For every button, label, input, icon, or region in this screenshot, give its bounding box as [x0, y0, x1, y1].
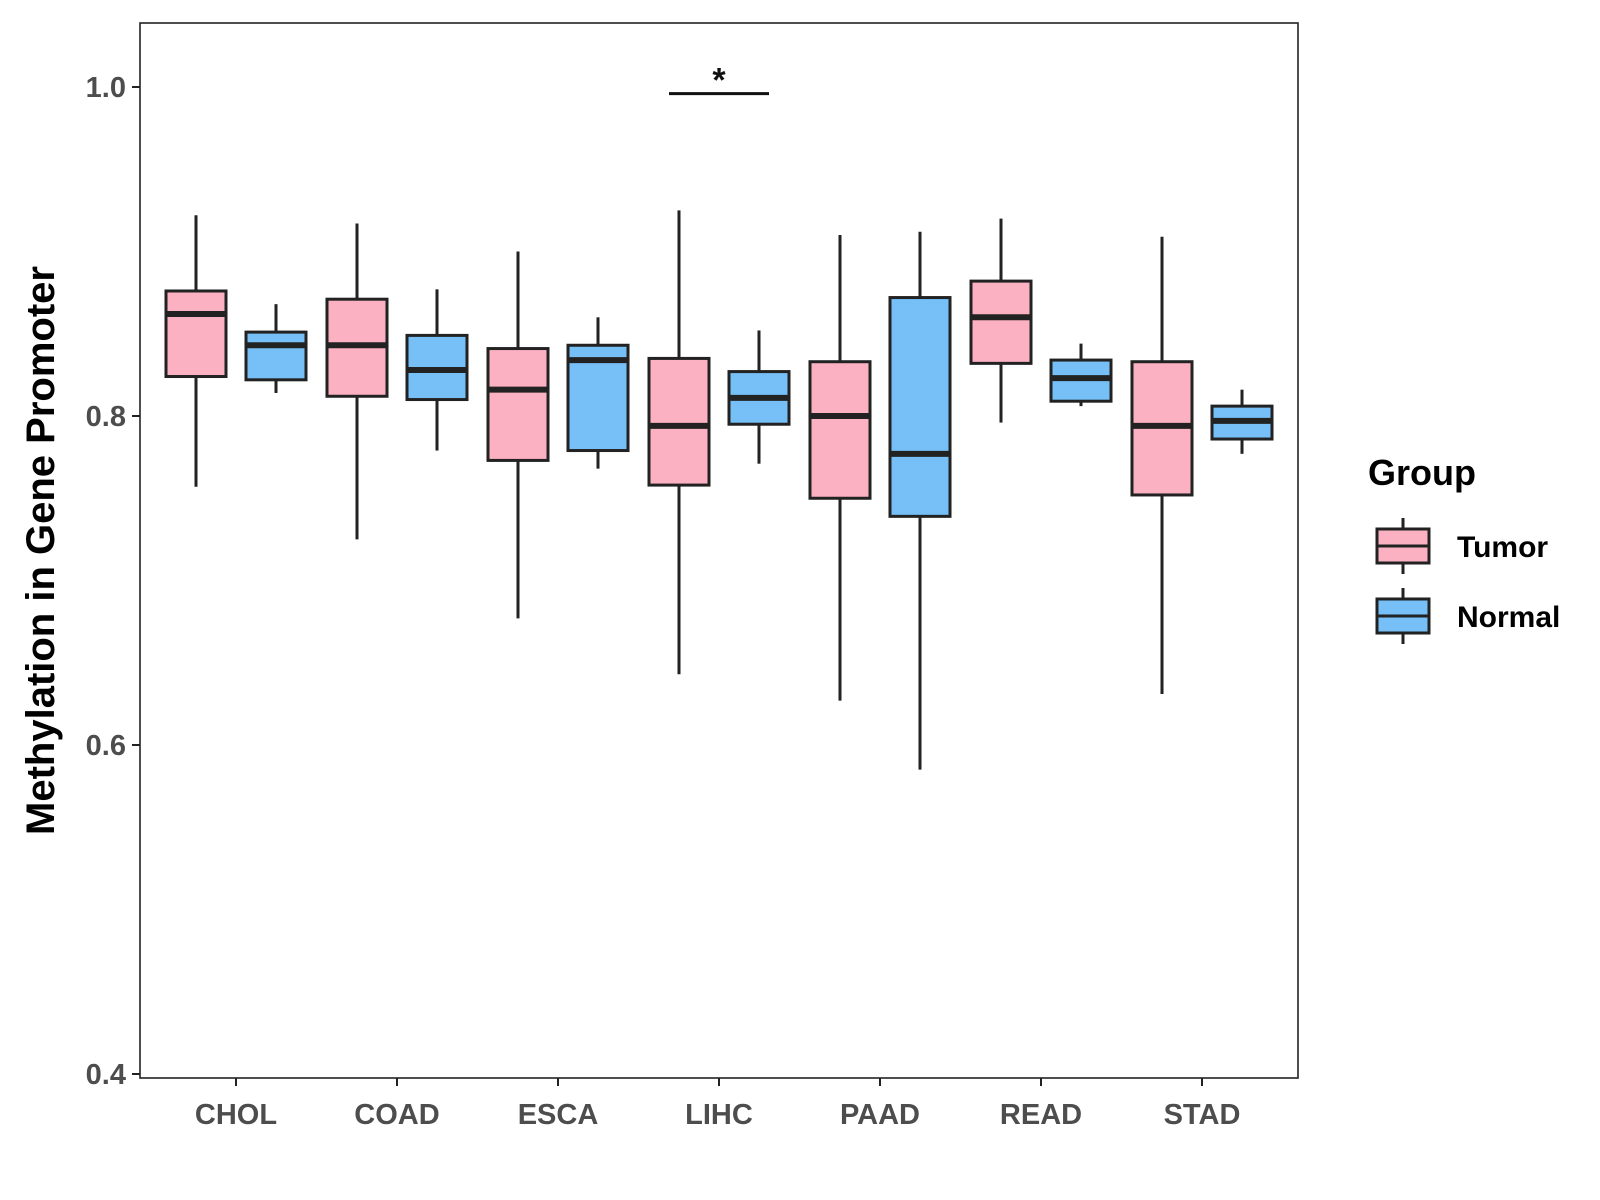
box-normal-lihc: [727, 330, 791, 464]
x-axis: CHOL COAD ESCA LIHC PAAD READ STAD: [195, 1078, 1240, 1131]
box-tumor-stad: [1130, 236, 1194, 695]
iqr-box: [808, 360, 872, 500]
significance-star: *: [712, 62, 726, 100]
x-tick-label-paad: PAAD: [840, 1099, 920, 1131]
iqr-box: [164, 289, 228, 379]
x-tick-label-chol: CHOL: [195, 1099, 277, 1131]
box-normal-coad: [405, 289, 469, 451]
y-tick-label: 0.6: [86, 730, 126, 762]
y-tick-label: 0.8: [86, 401, 126, 433]
plot-panel: [139, 22, 1299, 1079]
x-tick-label-read: READ: [1000, 1099, 1082, 1131]
iqr-box: [244, 330, 308, 382]
x-tick-label-stad: STAD: [1164, 1099, 1241, 1131]
box-tumor-coad: [325, 223, 389, 540]
iqr-box: [486, 347, 550, 462]
box-normal-read: [1049, 343, 1113, 407]
legend-item-normal: Normal: [1375, 588, 1560, 644]
legend-label: Normal: [1457, 601, 1560, 634]
y-axis: 0.4 0.6 0.8 1.0: [86, 72, 140, 1091]
x-tick-label-lihc: LIHC: [685, 1099, 753, 1131]
box-tumor-paad: [808, 235, 872, 701]
box-normal-esca: [566, 317, 630, 469]
iqr-box: [969, 279, 1033, 365]
legend: Group Tumor Normal: [1368, 452, 1560, 644]
legend-item-tumor: Tumor: [1375, 518, 1548, 574]
iqr-box: [888, 296, 952, 518]
legend-label: Tumor: [1457, 531, 1548, 564]
box-layer: [164, 210, 1274, 770]
y-axis-title: Methylation in Gene Promoter: [19, 266, 63, 835]
box-normal-paad: [888, 231, 952, 770]
iqr-box: [647, 356, 711, 487]
box-tumor-lihc: [647, 210, 711, 675]
x-tick-label-coad: COAD: [354, 1099, 439, 1131]
y-tick-label: 1.0: [86, 72, 126, 104]
legend-title: Group: [1368, 452, 1476, 493]
box-tumor-esca: [486, 251, 550, 619]
x-tick-label-esca: ESCA: [518, 1099, 599, 1131]
box-normal-stad: [1210, 389, 1274, 454]
y-tick-label: 0.4: [86, 1059, 126, 1091]
box-tumor-read: [969, 218, 1033, 423]
box-tumor-chol: [164, 215, 228, 487]
box-normal-chol: [244, 304, 308, 393]
significance-annotations: *: [669, 62, 769, 100]
